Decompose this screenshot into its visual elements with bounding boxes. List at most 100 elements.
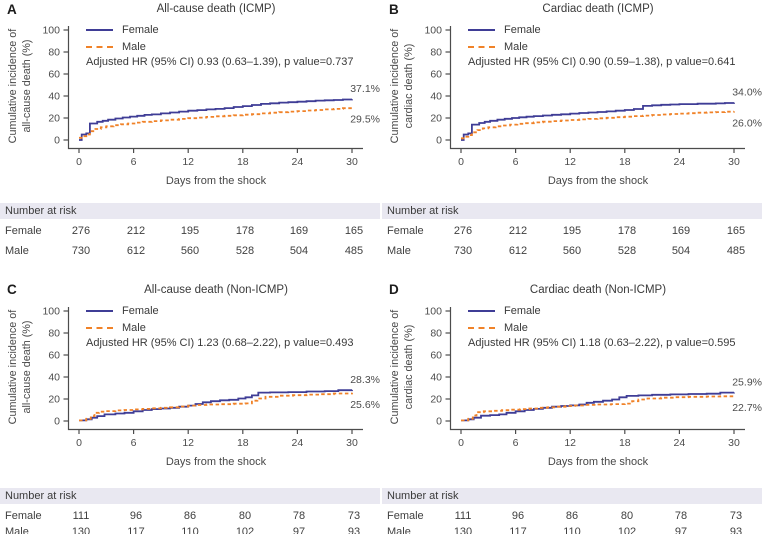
- survival-plot: 0 20 40 60 80 100 0 6 12 18 24 30 25.9% 22.7%: [424, 306, 762, 450]
- risk-value: 102: [235, 526, 255, 534]
- x-tick-label: 24: [292, 156, 304, 168]
- legend-label-female: Female: [122, 304, 159, 317]
- x-axis-label: Days from the shock: [547, 456, 649, 468]
- risk-value: 73: [347, 510, 361, 522]
- curve-male: [79, 392, 353, 422]
- hr-annotation: Adjusted HR (95% CI) 0.93 (0.63–1.39), p…: [86, 56, 354, 68]
- end-label-female: 37.1%: [350, 83, 380, 95]
- legend-row-female: Female: [468, 302, 541, 319]
- risk-row-label: Female: [5, 510, 42, 522]
- risk-value: 86: [183, 510, 197, 522]
- risk-value: 97: [674, 526, 688, 534]
- risk-value: 276: [71, 225, 91, 237]
- x-tick-label: 18: [237, 437, 249, 449]
- hr-annotation: Adjusted HR (95% CI) 1.23 (0.68–2.22), p…: [86, 337, 354, 349]
- panel-letter: A: [7, 2, 17, 17]
- panel-letter: B: [389, 2, 399, 17]
- y-tick-label: 100: [42, 306, 60, 318]
- female-line-swatch: [86, 28, 113, 31]
- x-tick-label: 0: [458, 437, 464, 449]
- risk-value: 528: [235, 245, 255, 257]
- y-tick-label: 80: [48, 47, 60, 59]
- y-tick-label: 0: [54, 416, 60, 428]
- risk-value: 97: [292, 526, 306, 534]
- risk-value: 117: [127, 526, 145, 534]
- panel-a: A All-cause death (ICMP) Cumulative inci…: [0, 0, 382, 267]
- legend-row-male: Male: [86, 319, 159, 336]
- legend-label-male: Male: [122, 321, 146, 334]
- x-tick-label: 18: [237, 156, 249, 168]
- risk-row-label: Female: [387, 225, 424, 237]
- legend: Female Male: [86, 21, 159, 55]
- y-tick-label: 0: [436, 135, 442, 147]
- y-tick-label: 20: [430, 113, 442, 125]
- risk-value: 730: [71, 245, 91, 257]
- female-line-swatch: [468, 309, 495, 312]
- legend-label-female: Female: [504, 23, 541, 36]
- number-at-risk-table: Number at risk Female 276 212 195 178 16…: [0, 203, 380, 259]
- risk-row-label: Male: [387, 526, 411, 534]
- x-tick-label: 6: [513, 437, 519, 449]
- curve-female: [79, 389, 353, 422]
- y-tick-label: 40: [48, 91, 60, 103]
- risk-value: 178: [617, 225, 637, 237]
- risk-row-label: Male: [387, 245, 411, 257]
- curve-male: [461, 110, 735, 140]
- legend: Female Male: [86, 302, 159, 336]
- risk-value: 169: [671, 225, 691, 237]
- end-label-female: 25.9%: [732, 377, 762, 389]
- risk-value: 80: [620, 510, 634, 522]
- axes: [67, 307, 363, 431]
- x-tick-label: 18: [619, 437, 631, 449]
- y-tick-label: 40: [430, 91, 442, 103]
- risk-row-female: Female 276 212 195 178 169 165: [0, 223, 380, 239]
- risk-row-label: Male: [5, 245, 29, 257]
- risk-value: 485: [726, 245, 746, 257]
- panel-title: All-cause death (ICMP): [156, 3, 276, 15]
- risk-table-header: Number at risk: [382, 203, 762, 219]
- risk-value: 130: [453, 526, 473, 534]
- risk-value: 730: [453, 245, 473, 257]
- x-tick-label: 0: [76, 156, 82, 168]
- risk-value: 504: [671, 245, 691, 257]
- y-tick-label: 80: [430, 328, 442, 340]
- legend-label-female: Female: [504, 304, 541, 317]
- risk-value: 560: [562, 245, 582, 257]
- end-label-male: 26.0%: [732, 117, 762, 129]
- risk-value: 528: [617, 245, 637, 257]
- curve-male: [79, 107, 353, 139]
- panel-title: All-cause death (Non-ICMP): [144, 284, 288, 296]
- legend-row-female: Female: [86, 21, 159, 38]
- risk-row-female: Female 111 96 86 80 78 73: [0, 508, 380, 524]
- panel-title: Cardiac death (Non-ICMP): [529, 284, 667, 296]
- y-tick-label: 100: [424, 306, 442, 318]
- legend-label-male: Male: [504, 40, 528, 53]
- risk-row-label: Female: [5, 225, 42, 237]
- panel-d: D Cardiac death (Non-ICMP) Cumulative in…: [382, 267, 764, 534]
- risk-value: 110: [563, 526, 581, 534]
- female-line-swatch: [86, 309, 113, 312]
- male-line-swatch: [86, 45, 113, 48]
- y-tick-label: 20: [430, 394, 442, 406]
- risk-value: 93: [347, 526, 361, 534]
- panel-c: C All-cause death (Non-ICMP) Cumulative …: [0, 267, 382, 534]
- risk-value: 612: [508, 245, 528, 257]
- risk-value: 117: [509, 526, 527, 534]
- curve-male: [461, 395, 735, 422]
- risk-row-male: Male 130 117 110 102 97 93: [382, 524, 762, 534]
- y-tick-label: 100: [42, 25, 60, 37]
- legend-label-male: Male: [122, 40, 146, 53]
- risk-value: 195: [562, 225, 582, 237]
- hr-annotation: Adjusted HR (95% CI) 1.18 (0.63–2.22), p…: [468, 337, 736, 349]
- x-axis-label: Days from the shock: [547, 175, 649, 187]
- hr-annotation: Adjusted HR (95% CI) 0.90 (0.59–1.38), p…: [468, 56, 736, 68]
- y-tick-label: 20: [48, 394, 60, 406]
- x-tick-label: 0: [458, 156, 464, 168]
- panel-letter: D: [389, 282, 399, 297]
- risk-value: 169: [289, 225, 309, 237]
- y-tick-label: 40: [430, 372, 442, 384]
- panel-title: Cardiac death (ICMP): [542, 3, 654, 15]
- risk-value: 485: [344, 245, 364, 257]
- y-tick-label: 80: [48, 328, 60, 340]
- end-label-male: 25.6%: [350, 399, 380, 411]
